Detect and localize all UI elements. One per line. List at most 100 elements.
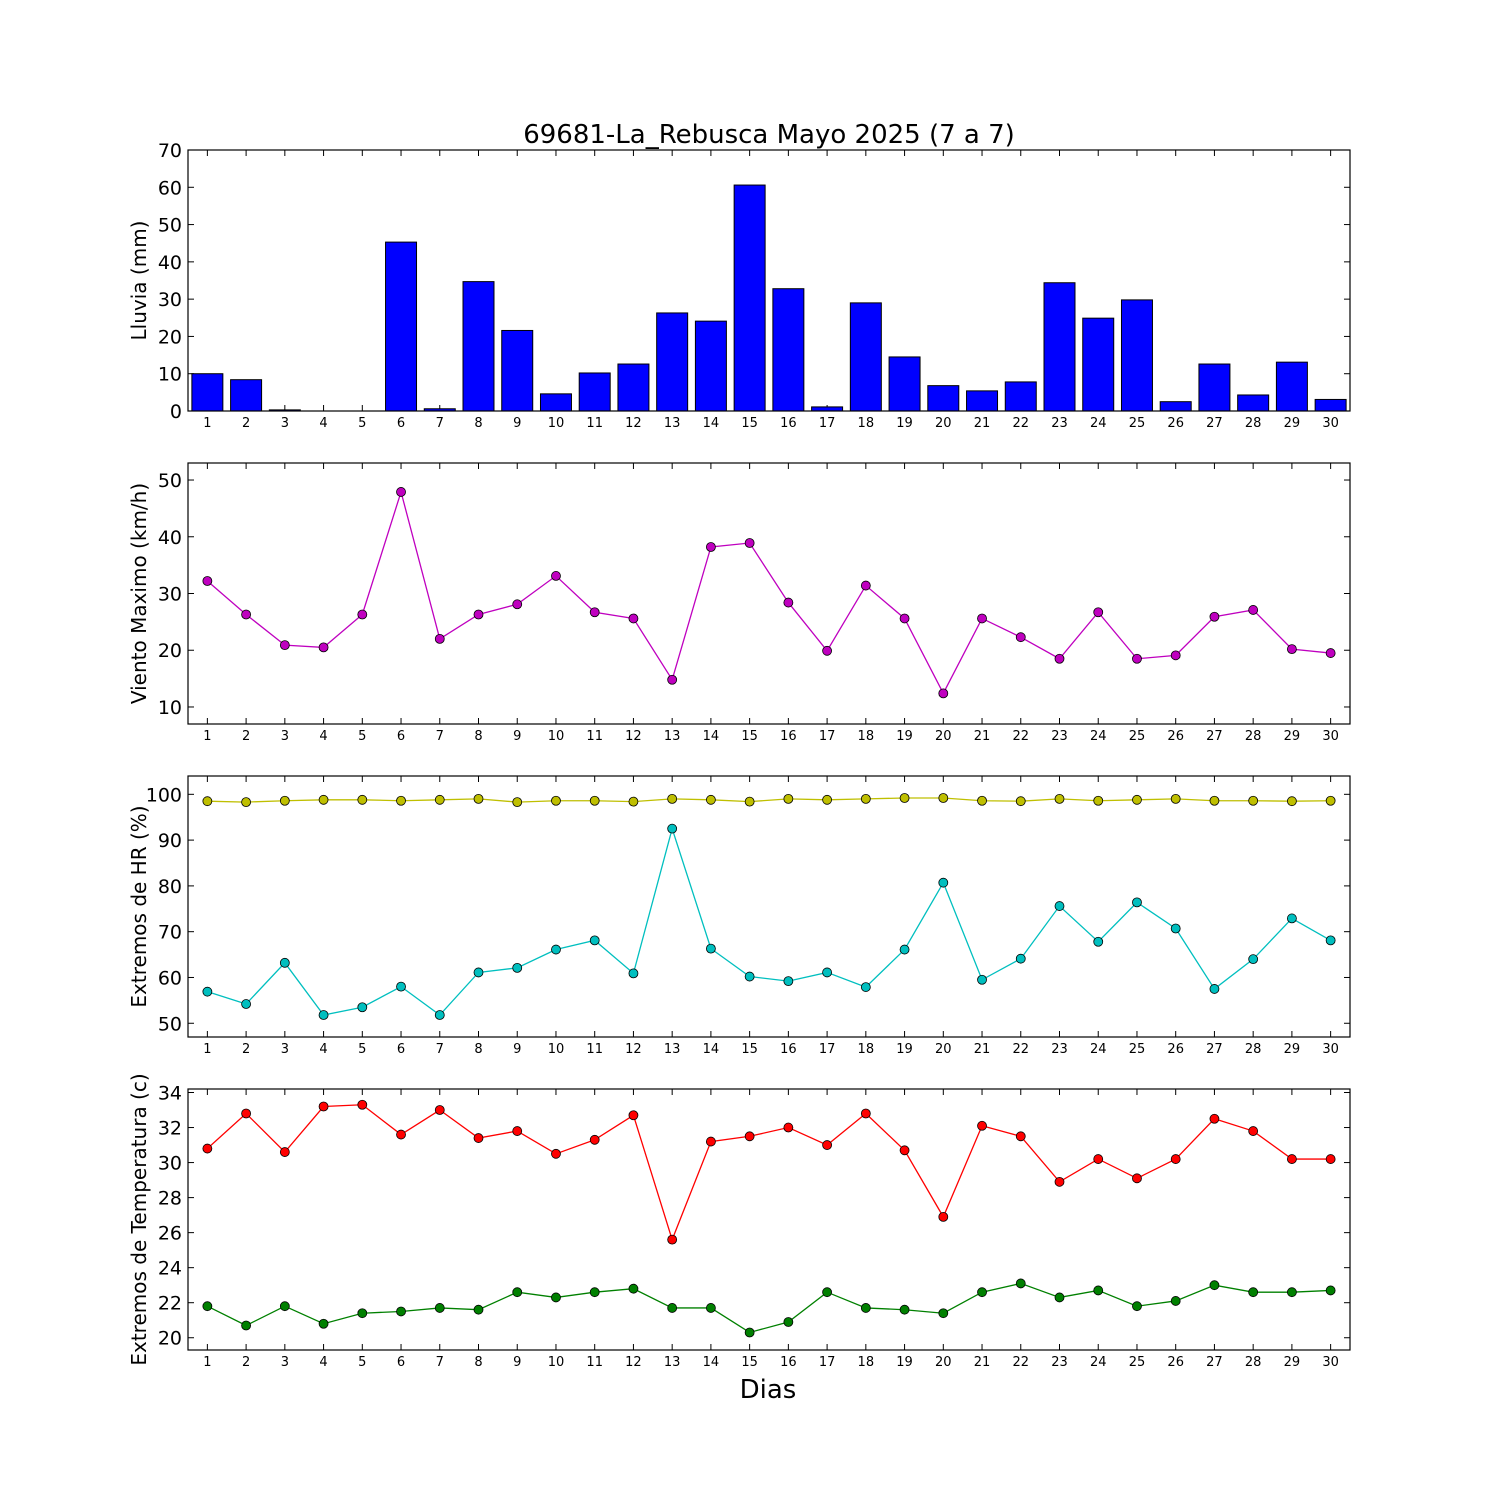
bar-day-25 xyxy=(1120,299,1153,412)
x-tick-label: 8 xyxy=(474,1355,482,1370)
series-1-point-day-20 xyxy=(938,1211,949,1222)
x-tick-label: 17 xyxy=(819,416,836,431)
series-2-point-day-25 xyxy=(1132,1301,1142,1312)
bar-day-17 xyxy=(811,406,844,412)
x-tick-label: 3 xyxy=(281,729,289,744)
x-axis-label: Dias xyxy=(740,1375,797,1405)
x-tick-label: 4 xyxy=(319,1355,327,1370)
x-tick-label: 18 xyxy=(858,729,875,744)
series-2-point-day-7 xyxy=(434,1010,445,1020)
series-2-point-day-22 xyxy=(1015,953,1026,964)
series-2-point-day-20 xyxy=(938,1308,949,1319)
series-1-point-day-17 xyxy=(822,645,832,656)
bar-day-12 xyxy=(617,363,650,412)
series-2-point-day-16 xyxy=(783,976,794,987)
series-2-point-day-15 xyxy=(744,971,755,982)
series-1-point-day-5 xyxy=(357,609,368,620)
y-tick-label: 100 xyxy=(146,784,182,806)
y-tick-label: 20 xyxy=(158,640,182,662)
x-tick-label: 15 xyxy=(741,1355,758,1370)
series-2-point-day-30 xyxy=(1325,935,1336,946)
x-tick-label: 29 xyxy=(1284,1042,1301,1057)
x-tick-label: 23 xyxy=(1051,1355,1068,1370)
x-tick-label: 14 xyxy=(703,1355,720,1370)
x-tick-label: 2 xyxy=(242,416,250,431)
x-tick-label: 7 xyxy=(436,729,444,744)
series-1-point-day-7 xyxy=(434,794,445,805)
bar-day-19 xyxy=(888,356,921,412)
y-tick-label: 50 xyxy=(158,215,182,237)
series-1-point-day-18 xyxy=(860,1108,871,1119)
series-1-point-day-13 xyxy=(667,1234,678,1245)
series-2-point-day-17 xyxy=(822,1287,832,1298)
x-tick-label: 27 xyxy=(1206,1042,1223,1057)
x-tick-label: 29 xyxy=(1284,1355,1301,1370)
series-1-point-day-14 xyxy=(706,1136,716,1147)
series-1-point-day-22 xyxy=(1015,1131,1026,1142)
bar-day-2 xyxy=(230,379,263,412)
series-line-1 xyxy=(206,1104,1331,1242)
x-tick-label: 4 xyxy=(319,729,327,744)
series-1-point-day-12 xyxy=(628,1110,639,1121)
series-1-point-day-23 xyxy=(1054,653,1065,664)
x-tick-label: 15 xyxy=(741,416,758,431)
plot-frame xyxy=(187,149,1351,412)
series-2-point-day-29 xyxy=(1287,1287,1297,1298)
y-tick-label: 30 xyxy=(158,1153,182,1175)
series-1-point-day-5 xyxy=(357,1099,368,1110)
series-1-point-day-30 xyxy=(1325,795,1336,806)
series-1-point-day-6 xyxy=(396,487,406,497)
series-2-point-day-23 xyxy=(1054,1292,1065,1303)
series-1-point-day-2 xyxy=(241,609,252,620)
x-tick-label: 20 xyxy=(935,1042,952,1057)
x-tick-label: 25 xyxy=(1129,729,1146,744)
x-tick-label: 20 xyxy=(935,729,952,744)
x-tick-label: 9 xyxy=(513,729,521,744)
series-1-point-day-28 xyxy=(1248,1126,1259,1136)
x-tick-label: 26 xyxy=(1167,1042,1184,1057)
x-tick-label: 27 xyxy=(1206,729,1223,744)
series-2-point-day-11 xyxy=(589,935,600,946)
series-1-point-day-20 xyxy=(938,688,949,699)
series-2-point-day-27 xyxy=(1209,1280,1220,1291)
series-1-point-day-2 xyxy=(241,1108,252,1119)
bar-day-10 xyxy=(539,393,572,412)
x-tick-label: 9 xyxy=(513,1355,521,1370)
x-tick-label: 29 xyxy=(1284,729,1301,744)
series-2-point-day-12 xyxy=(628,1283,639,1294)
x-tick-label: 22 xyxy=(1012,729,1029,744)
y-tick-label: 10 xyxy=(158,697,182,719)
series-1-point-day-3 xyxy=(279,1147,290,1157)
y-tick-label: 60 xyxy=(158,177,182,199)
x-tick-label: 8 xyxy=(474,1042,482,1057)
bar-day-21 xyxy=(966,390,999,412)
series-1-point-day-23 xyxy=(1054,793,1065,804)
plot-frame xyxy=(187,462,1351,725)
x-tick-label: 18 xyxy=(858,416,875,431)
series-2-point-day-10 xyxy=(551,1292,561,1303)
y-tick-label: 0 xyxy=(170,401,182,423)
series-1-point-day-11 xyxy=(589,1134,600,1145)
bar-day-15 xyxy=(733,184,766,412)
x-tick-label: 24 xyxy=(1090,416,1107,431)
x-tick-label: 1 xyxy=(203,416,211,431)
series-2-point-day-5 xyxy=(357,1002,368,1013)
x-tick-label: 7 xyxy=(436,416,444,431)
series-1-point-day-8 xyxy=(473,793,484,804)
series-1-point-day-21 xyxy=(977,795,987,806)
series-line-1 xyxy=(206,489,1331,695)
series-1-point-day-12 xyxy=(628,613,639,624)
x-tick-label: 21 xyxy=(974,729,991,744)
series-2-point-day-1 xyxy=(202,986,213,997)
series-1-point-day-29 xyxy=(1287,1154,1297,1164)
series-1-point-day-21 xyxy=(977,613,987,624)
series-1-point-day-26 xyxy=(1170,793,1181,804)
x-tick-label: 20 xyxy=(935,1355,952,1370)
series-1-point-day-19 xyxy=(899,793,910,803)
series-1-point-day-10 xyxy=(551,795,561,806)
y-tick-label: 80 xyxy=(158,876,182,898)
x-tick-label: 15 xyxy=(741,1042,758,1057)
series-1-point-day-29 xyxy=(1287,796,1297,807)
